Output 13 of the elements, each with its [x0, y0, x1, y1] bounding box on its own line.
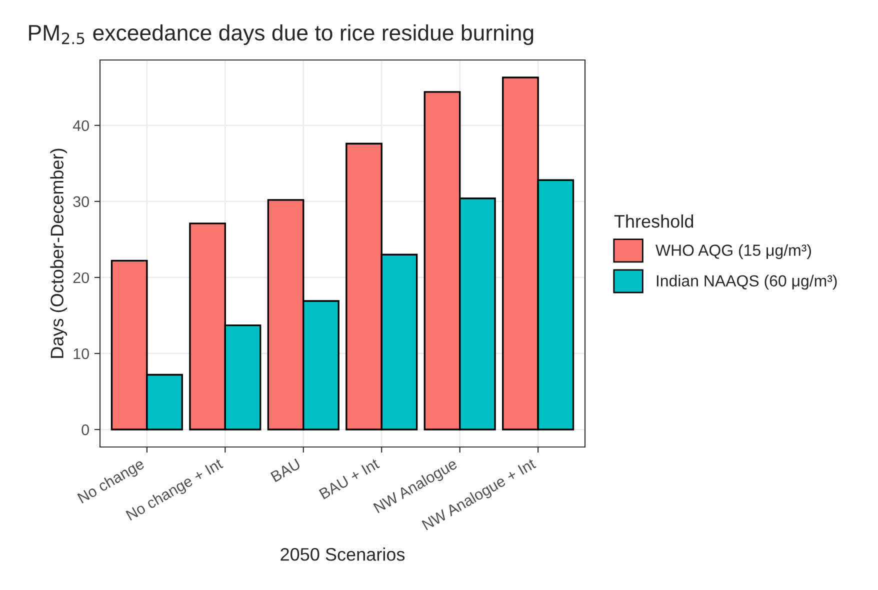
legend-label: WHO AQG (15 μg/m³): [656, 244, 811, 260]
y-tick-label: 30: [73, 196, 89, 208]
legend-title: Threshold: [614, 214, 694, 228]
y-tick-label: 40: [72, 120, 89, 132]
y-tick-label: 10: [74, 348, 89, 360]
legend-label: Indian NAAQS (60 μg/m³): [656, 274, 837, 290]
y-axis-title: Days (October-December): [50, 148, 68, 358]
x-axis-title: 2050 Scenarios: [280, 548, 405, 561]
x-tick-label: BAU: [270, 458, 301, 482]
y-tick-label: 0: [82, 424, 89, 436]
x-tick-label: BAU + Int: [318, 458, 380, 500]
y-tick-label: 20: [73, 272, 89, 284]
chart-title: PM$_{2.5}$ exceedance days due to rice residue burning: [29, 24, 534, 46]
